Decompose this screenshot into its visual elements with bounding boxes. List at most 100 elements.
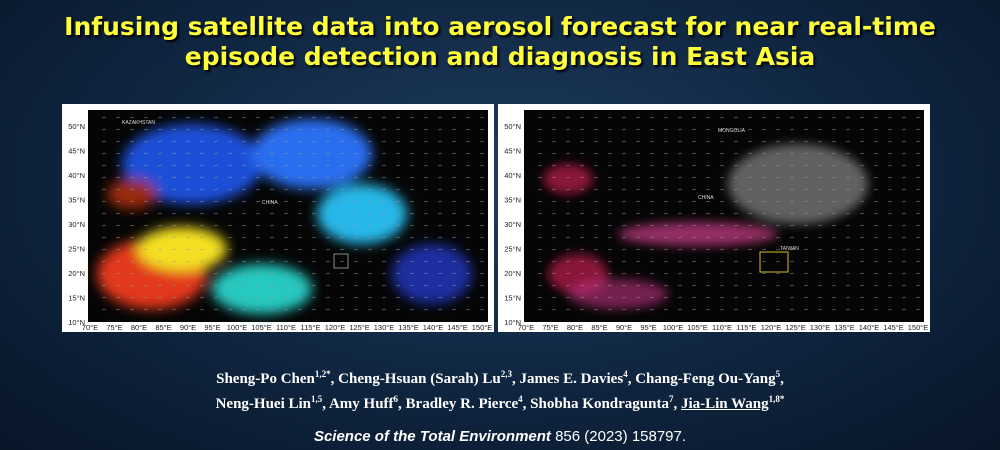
wind-vector: [143, 272, 149, 275]
lat-label: 10°N: [504, 318, 521, 327]
wind-vector: [747, 176, 753, 179]
wind-vector: [213, 284, 219, 287]
wind-vector: [565, 272, 571, 275]
wind-vector: [269, 140, 275, 143]
wind-vector: [565, 308, 571, 311]
wind-vector: [171, 260, 177, 263]
wind-vector: [873, 284, 879, 287]
wind-vector: [537, 272, 543, 275]
lat-label: 50°N: [68, 122, 85, 131]
wind-vector: [185, 128, 191, 131]
wind-vector: [887, 260, 893, 263]
wind-vector: [353, 164, 359, 167]
wind-vector: [185, 260, 191, 263]
wind-vector: [311, 272, 317, 275]
wind-vector: [255, 308, 261, 311]
wind-vector: [115, 260, 121, 263]
wind-vector: [353, 236, 359, 239]
wind-vector: [339, 140, 345, 143]
wind-vector: [367, 224, 373, 227]
wind-vector: [705, 224, 711, 227]
wind-vector: [593, 248, 599, 251]
wind-vector: [831, 272, 837, 275]
wind-vector: [565, 140, 571, 143]
wind-vector: [705, 248, 711, 251]
wind-vector: [761, 248, 767, 251]
lon-label: 90°E: [180, 323, 196, 332]
wind-vector: [803, 296, 809, 299]
wind-vector: [747, 200, 753, 203]
wind-vector: [381, 308, 387, 311]
wind-vector: [915, 284, 921, 287]
wind-vector: [887, 236, 893, 239]
wind-vector: [311, 284, 317, 287]
wind-vector: [761, 128, 767, 131]
wind-vector: [157, 248, 163, 251]
wind-vector: [325, 176, 331, 179]
wind-vector: [621, 236, 627, 239]
author-affiliation: 7: [668, 394, 674, 404]
wind-vector: [789, 128, 795, 131]
wind-vector: [339, 152, 345, 155]
wind-vector: [479, 200, 485, 203]
wind-vector: [537, 296, 543, 299]
wind-vector: [395, 128, 401, 131]
wind-vector: [747, 260, 753, 263]
wind-vector: [479, 188, 485, 191]
wind-vector: [677, 284, 683, 287]
wind-vector: [367, 140, 373, 143]
wind-vector: [339, 188, 345, 191]
wind-vector: [185, 200, 191, 203]
wind-vector: [451, 212, 457, 215]
wind-vector: [761, 116, 767, 119]
wind-vector: [101, 308, 107, 311]
wind-vector: [845, 128, 851, 131]
wind-vector: [437, 236, 443, 239]
wind-vector: [115, 176, 121, 179]
wind-vector: [479, 296, 485, 299]
wind-vector: [859, 116, 865, 119]
wind-vector: [691, 272, 697, 275]
wind-vector: [255, 200, 261, 203]
wind-vector: [831, 176, 837, 179]
wind-vector: [565, 164, 571, 167]
wind-vector: [297, 224, 303, 227]
wind-vector: [859, 260, 865, 263]
wind-vector: [101, 224, 107, 227]
wind-vector: [115, 200, 121, 203]
wind-vector: [213, 188, 219, 191]
lat-label: 25°N: [68, 245, 85, 254]
wind-vector: [607, 272, 613, 275]
wind-vector: [887, 188, 893, 191]
wind-vector: [297, 296, 303, 299]
wind-vector: [719, 308, 725, 311]
wind-vector: [297, 164, 303, 167]
wind-vector: [775, 272, 781, 275]
place-label: MONGOLIA: [718, 128, 746, 134]
wind-vector: [213, 200, 219, 203]
wind-vector: [747, 188, 753, 191]
wind-vector: [157, 308, 163, 311]
wind-vector: [719, 260, 725, 263]
wind-vector: [705, 296, 711, 299]
wind-vector: [649, 272, 655, 275]
wind-vector: [367, 248, 373, 251]
wind-vector: [887, 296, 893, 299]
wind-vector: [143, 140, 149, 143]
wind-vector: [451, 296, 457, 299]
wind-vector: [437, 272, 443, 275]
wind-vector: [367, 176, 373, 179]
wind-vector: [663, 128, 669, 131]
wind-vector: [367, 164, 373, 167]
wind-vector: [367, 296, 373, 299]
wind-vector: [171, 152, 177, 155]
wind-vector: [311, 128, 317, 131]
wind-vector: [579, 272, 585, 275]
wind-vector: [129, 296, 135, 299]
wind-vector: [761, 296, 767, 299]
wind-vector: [817, 296, 823, 299]
wind-vector: [157, 236, 163, 239]
wind-vector: [437, 224, 443, 227]
wind-vector: [621, 284, 627, 287]
wind-vector: [269, 152, 275, 155]
